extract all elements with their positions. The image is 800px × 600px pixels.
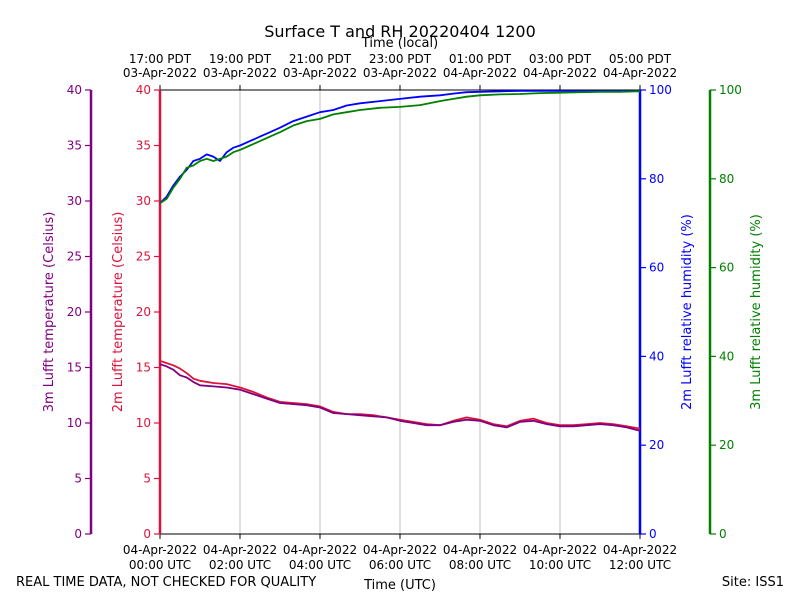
top-x-tick-label: 03-Apr-2022 [203, 66, 277, 80]
rh2m-tick-label: 40 [649, 349, 664, 363]
top-x-tick-label: 03-Apr-2022 [283, 66, 357, 80]
top-axis-label: Time (local) [361, 36, 438, 51]
top-x-tick-label: 21:00 PDT [289, 52, 352, 66]
x-axis-label: Time (UTC) [363, 578, 436, 593]
x-tick-label: 04-Apr-2022 [443, 543, 517, 557]
rh2m-axis-label: 2m Lufft relative humidity (%) [680, 214, 695, 410]
top-x-tick-label: 03:00 PDT [529, 52, 592, 66]
quality-disclaimer: REAL TIME DATA, NOT CHECKED FOR QUALITY [16, 575, 317, 590]
top-x-tick-label: 17:00 PDT [129, 52, 192, 66]
rh3m-axis-label: 3m Lufft relative humidity (%) [749, 214, 764, 410]
t3m-tick-label: 10 [67, 416, 82, 430]
t3m-tick-label: 20 [67, 305, 82, 319]
x-tick-label: 04-Apr-2022 [123, 543, 197, 557]
rh3m-tick-label: 80 [719, 172, 734, 186]
t2m-tick-label: 0 [143, 527, 151, 541]
top-x-tick-label: 03-Apr-2022 [363, 66, 437, 80]
t2m-tick-label: 10 [136, 416, 151, 430]
t2m-tick-label: 30 [136, 194, 151, 208]
t3m-tick-label: 15 [67, 361, 82, 375]
t3m-tick-label: 25 [67, 250, 82, 264]
x-tick-label: 04:00 UTC [289, 558, 351, 572]
top-x-tick-label: 04-Apr-2022 [603, 66, 677, 80]
rh3m-tick-label: 20 [719, 438, 734, 452]
t3m-line [159, 363, 641, 432]
rh3m-tick-label: 40 [719, 349, 734, 363]
rh2m-tick-label: 60 [649, 261, 664, 275]
site-label: Site: ISS1 [721, 575, 784, 590]
top-x-tick-label: 19:00 PDT [209, 52, 272, 66]
x-tick-label: 04-Apr-2022 [283, 543, 357, 557]
t2m-axis-label: 2m Lufft temperature (Celsius) [111, 212, 126, 413]
x-tick-label: 10:00 UTC [529, 558, 591, 572]
t3m-axis-label: 3m Lufft temperature (Celsius) [42, 212, 57, 413]
top-x-tick-label: 03-Apr-2022 [123, 66, 197, 80]
x-tick-label: 04-Apr-2022 [203, 543, 277, 557]
x-tick-label: 02:00 UTC [209, 558, 271, 572]
rh3m-tick-label: 0 [719, 527, 727, 541]
t3m-tick-label: 40 [67, 83, 82, 97]
rh3m-tick-label: 60 [719, 261, 734, 275]
x-tick-label: 06:00 UTC [369, 558, 431, 572]
rh2m-tick-label: 0 [649, 527, 657, 541]
rh2m-tick-label: 80 [649, 172, 664, 186]
chart-title: Surface T and RH 20220404 1200 [264, 22, 536, 41]
x-tick-label: 08:00 UTC [449, 558, 511, 572]
x-tick-label: 04-Apr-2022 [603, 543, 677, 557]
t3m-tick-label: 5 [74, 472, 82, 486]
x-tick-label: 04-Apr-2022 [363, 543, 437, 557]
t2m-tick-label: 5 [143, 472, 151, 486]
rh3m-line [159, 90, 641, 204]
t3m-tick-label: 30 [67, 194, 82, 208]
top-x-tick-label: 04-Apr-2022 [443, 66, 517, 80]
rh2m-line [159, 90, 640, 204]
x-tick-label: 04-Apr-2022 [523, 543, 597, 557]
t2m-tick-label: 25 [136, 250, 151, 264]
t2m-tick-label: 40 [136, 83, 151, 97]
rh2m-tick-label: 20 [649, 438, 664, 452]
t3m-tick-label: 35 [67, 139, 82, 153]
top-x-tick-label: 05:00 PDT [609, 52, 672, 66]
top-x-tick-label: 01:00 PDT [449, 52, 512, 66]
top-x-tick-label: 04-Apr-2022 [523, 66, 597, 80]
top-x-tick-label: 23:00 PDT [369, 52, 432, 66]
t2m-tick-label: 15 [136, 361, 151, 375]
rh3m-tick-label: 100 [719, 83, 742, 97]
t3m-tick-label: 0 [74, 527, 82, 541]
t2m-tick-label: 20 [136, 305, 151, 319]
x-tick-label: 00:00 UTC [129, 558, 191, 572]
rh2m-tick-label: 100 [649, 83, 672, 97]
t2m-tick-label: 35 [136, 139, 151, 153]
x-tick-label: 12:00 UTC [609, 558, 671, 572]
